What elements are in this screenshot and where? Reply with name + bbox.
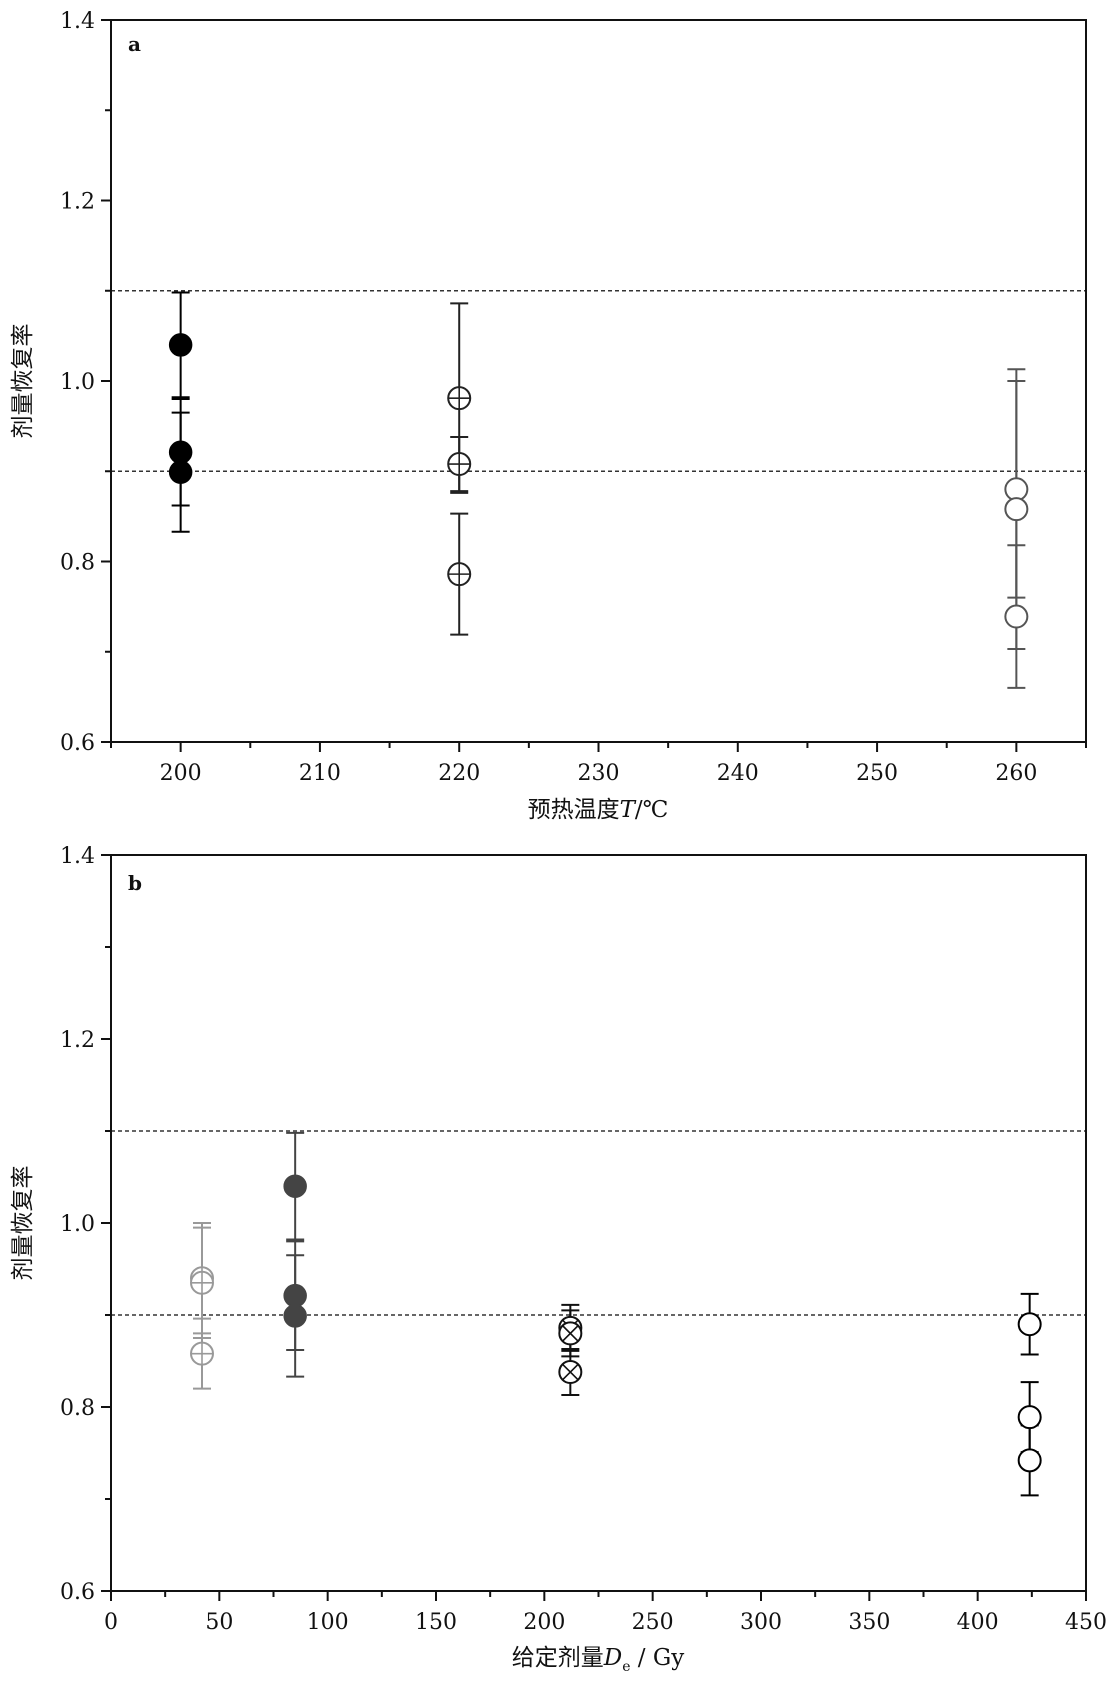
y-tick-label: 0.6	[60, 731, 95, 756]
x-axis-title-a-unit: /℃	[635, 797, 668, 823]
x-axis-title-b-var: D	[603, 1645, 622, 1671]
x-axis-title-b-main: 给定剂量	[512, 1645, 604, 1671]
x-axis-title-a: 预热温度T/℃	[528, 797, 669, 823]
y-axis-title-a: 剂量恢复率	[10, 324, 36, 439]
plot-frame-a	[110, 19, 1087, 743]
y-tick-label: 1.0	[60, 1212, 95, 1237]
x-tick-label: 50	[205, 1610, 233, 1635]
data-point	[1004, 477, 1029, 502]
x-axis-title-a-var: T	[620, 797, 637, 823]
plot-area-b: 0.6 0.8 1.0 1.2 1.4 0 50 100 150 200 250 300 350 400 4…	[60, 844, 1107, 1635]
x-axis-title-b-sub: e	[622, 1659, 630, 1675]
x-tick-label: 100	[307, 1610, 349, 1635]
x-tick-label: 240	[717, 761, 759, 786]
x-tick-label: 250	[856, 761, 898, 786]
panel-a: 0.6 0.8 1.0 1.2 1.4 200 210 220 230 240 250 260 a 剂…	[10, 9, 1087, 823]
plot-frame-b	[110, 854, 1087, 1592]
plot-area-a: 0.6 0.8 1.0 1.2 1.4 200 210 220 230 240 250 260	[60, 9, 1087, 786]
data-point	[1004, 497, 1029, 522]
x-tick-label: 350	[848, 1610, 890, 1635]
x-tick-label: 230	[578, 761, 620, 786]
data-point	[283, 1174, 307, 1198]
data-point-cross	[561, 1363, 579, 1381]
x-tick-label: 210	[299, 761, 341, 786]
panel-letter-a: a	[128, 32, 141, 56]
x-tick-label: 220	[438, 761, 480, 786]
data-point	[1017, 1405, 1042, 1430]
x-tick-label: 250	[632, 1610, 674, 1635]
data-point	[283, 1304, 307, 1328]
y-tick-label: 0.8	[60, 551, 95, 576]
data-point	[1017, 1312, 1042, 1337]
data-point	[168, 440, 193, 465]
x-tick-label: 200	[160, 761, 202, 786]
y-tick-label: 1.4	[60, 844, 95, 869]
panel-letter-b: b	[128, 871, 142, 895]
x-tick-label: 300	[740, 1610, 782, 1635]
panel-b: 0.6 0.8 1.0 1.2 1.4 0 50 100 150 200 250 300 350 400 4…	[10, 844, 1107, 1675]
y-axis-title-b: 剂量恢复率	[10, 1166, 36, 1281]
data-point-cross	[561, 1325, 579, 1342]
data-point	[283, 1283, 307, 1308]
x-tick-label: 200	[523, 1610, 565, 1635]
x-tick-label: 150	[415, 1610, 457, 1635]
data-point	[1017, 1448, 1042, 1473]
x-tick-label: 260	[995, 761, 1037, 786]
x-tick-label: 450	[1065, 1610, 1107, 1635]
x-axis-title-b: 给定剂量De / Gy	[512, 1645, 685, 1675]
data-point	[168, 460, 193, 484]
x-tick-label: 0	[104, 1610, 118, 1635]
data-point	[168, 333, 193, 357]
x-tick-label: 400	[957, 1610, 999, 1635]
y-tick-label: 0.6	[60, 1580, 95, 1605]
data-point	[1004, 604, 1029, 629]
x-axis-title-a-main: 预热温度	[528, 797, 620, 823]
y-tick-label: 1.2	[60, 190, 95, 215]
y-tick-label: 1.4	[60, 9, 95, 34]
y-tick-label: 1.2	[60, 1028, 95, 1053]
x-axis-title-b-unit: / Gy	[631, 1645, 685, 1671]
y-tick-label: 1.0	[60, 370, 95, 395]
y-tick-label: 0.8	[60, 1396, 95, 1421]
